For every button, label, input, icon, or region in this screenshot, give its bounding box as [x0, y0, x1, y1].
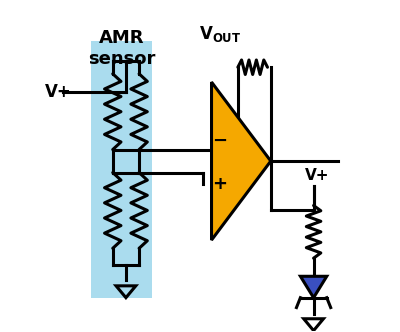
Text: $\mathbf{V_{OUT}}$: $\mathbf{V_{OUT}}$: [199, 24, 241, 44]
Polygon shape: [212, 82, 271, 240]
Bar: [91, 41, 152, 298]
Text: +: +: [212, 175, 227, 193]
Text: AMR
sensor: AMR sensor: [88, 29, 155, 68]
Text: V+: V+: [45, 83, 72, 101]
Polygon shape: [300, 276, 327, 298]
Text: −: −: [212, 132, 227, 150]
Text: V+: V+: [305, 168, 329, 183]
